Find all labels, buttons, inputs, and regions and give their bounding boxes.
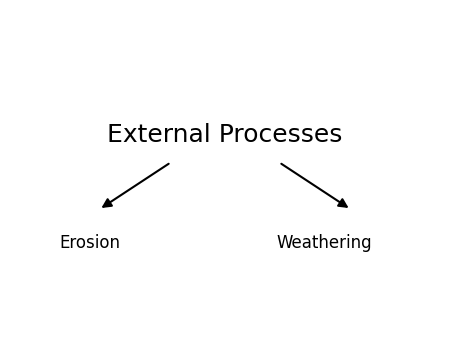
Text: Weathering: Weathering (276, 234, 372, 252)
Text: Erosion: Erosion (59, 234, 121, 252)
Text: External Processes: External Processes (107, 123, 343, 147)
